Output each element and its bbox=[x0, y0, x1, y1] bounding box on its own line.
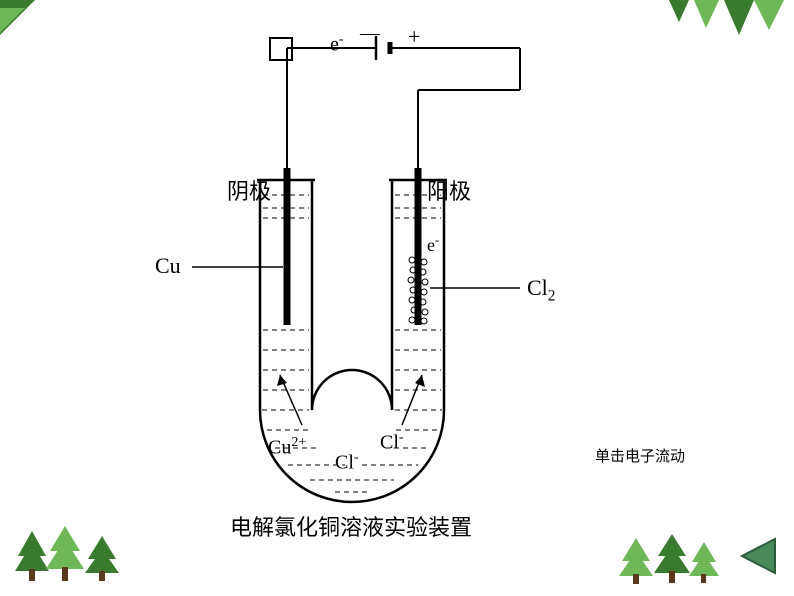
electron-inner-label: e- bbox=[427, 233, 439, 256]
tree-decoration-br bbox=[614, 526, 724, 591]
plus-symbol: + bbox=[408, 24, 420, 50]
corner-decoration-tr bbox=[659, 0, 789, 45]
electron-top-label: e- bbox=[330, 32, 344, 57]
minus-symbol: — bbox=[360, 22, 380, 45]
electrolysis-diagram bbox=[140, 30, 640, 530]
cu-ion-label: Cu2+ bbox=[268, 435, 306, 460]
cathode-label: 阴极 bbox=[227, 174, 271, 206]
diagram-title: 电解氯化铜溶液实验装置 bbox=[230, 510, 472, 542]
tree-decoration-bl bbox=[10, 521, 140, 591]
cu-label: Cu bbox=[155, 253, 181, 279]
anode-label: 阳极 bbox=[427, 174, 471, 206]
electron-flow-button[interactable]: 单击电子流动 bbox=[595, 445, 685, 466]
corner-decoration-tl bbox=[0, 0, 50, 50]
nav-back-button[interactable] bbox=[737, 536, 779, 576]
cl-minus-bottom-label: Cl- bbox=[335, 450, 359, 475]
cl-minus-right-label: Cl- bbox=[380, 430, 404, 455]
cl2-label: Cl2 bbox=[527, 275, 556, 305]
